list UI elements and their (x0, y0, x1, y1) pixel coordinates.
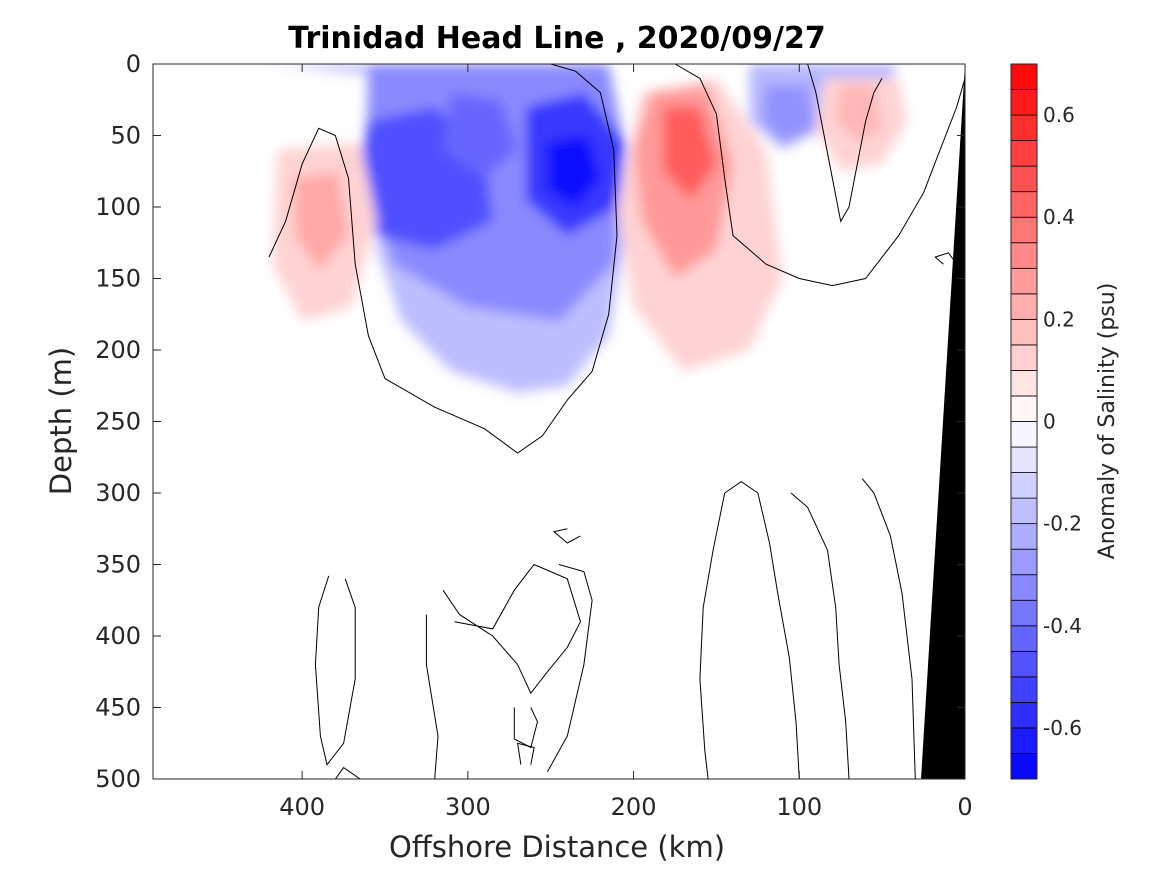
colorbar-level (1010, 599, 1038, 627)
x-tick-label: 0 (957, 793, 972, 821)
colorbar-level (1010, 472, 1038, 499)
x-axis-label: Offshore Distance (km) (389, 830, 725, 864)
colorbar-level (1010, 140, 1038, 167)
colorbar-level (1010, 497, 1038, 525)
zero-contours (268, 64, 965, 779)
colorbar-level (1010, 701, 1038, 729)
zero-contour-line (516, 742, 535, 765)
colorbar-label: Anomaly of Salinity (psu) (1095, 283, 1120, 560)
y-tick-label: 200 (95, 336, 141, 364)
colorbar-level (1010, 267, 1038, 295)
y-tick-label: 150 (95, 265, 141, 293)
zero-contour-line (633, 64, 965, 287)
y-axis: 0 50 100 150 200 250 300 350 400 450 500 (95, 50, 965, 793)
colorbar-level (1010, 344, 1038, 371)
zero-contour-line (442, 563, 582, 695)
zero-contour-line (552, 528, 581, 544)
colorbar-level (1010, 548, 1038, 576)
colorbar-tick-label: -0.4 (1043, 614, 1082, 638)
y-tick-label: 250 (95, 408, 141, 436)
colorbar-level (1010, 523, 1038, 550)
zero-contour-line (546, 564, 593, 773)
colorbar-level (1010, 318, 1038, 346)
y-tick-label: 500 (95, 765, 141, 793)
colorbar-level (1010, 676, 1038, 703)
colorbar-level (1010, 753, 1038, 780)
colorbar-level (1010, 650, 1038, 678)
x-axis: 400 300 200 100 0 (279, 64, 973, 821)
zero-contour-line (699, 480, 800, 779)
colorbar-level (1010, 293, 1038, 320)
anomaly-patch-salty-east-core (663, 106, 717, 200)
colorbar-level (1010, 165, 1038, 193)
y-tick-label: 100 (95, 193, 141, 221)
anomaly-patch-fresh-core-east (547, 135, 601, 207)
y-tick-label: 350 (95, 551, 141, 579)
anomaly-patch-fresh-core-north (443, 92, 518, 179)
zero-contour-line (314, 575, 356, 766)
colorbar-level (1010, 89, 1038, 116)
colorbar: -0.6 -0.4 -0.2 0 0.2 0.4 0.6 (1010, 63, 1082, 780)
colorbar-level (1010, 63, 1038, 90)
colorbar-level (1010, 242, 1038, 269)
chart-title: Trinidad Head Line , 2020/09/27 (288, 21, 825, 56)
colorbar-level (1010, 191, 1038, 218)
zero-contour-line (861, 478, 916, 779)
x-tick-label: 100 (776, 793, 822, 821)
y-tick-label: 50 (110, 122, 141, 150)
zero-contour-line (334, 766, 361, 779)
y-axis-label: Depth (m) (44, 347, 78, 495)
colorbar-tick-label: 0.6 (1043, 103, 1075, 127)
colorbar-level (1010, 574, 1038, 601)
x-tick-label: 300 (445, 793, 491, 821)
y-tick-label: 300 (95, 479, 141, 507)
anomaly-patch-salty-north-core (835, 85, 883, 143)
zero-contour-line (268, 64, 618, 454)
colorbar-level (1010, 370, 1038, 397)
bathymetry-fill (921, 64, 965, 779)
colorbar-frame (1010, 63, 1038, 780)
colorbar-level (1010, 625, 1038, 652)
colorbar-tick-label: -0.6 (1043, 716, 1082, 740)
colorbar-level (1010, 421, 1038, 448)
y-tick-label: 400 (95, 622, 141, 650)
anomaly-patch-salty-west-core (293, 171, 349, 272)
x-tick-label: 200 (611, 793, 657, 821)
colorbar-level (1010, 395, 1038, 422)
colorbar-tick-label: 0.4 (1043, 205, 1075, 229)
zero-contour-line (934, 252, 958, 265)
colorbar-tick-label: 0.2 (1043, 307, 1075, 331)
y-tick-label: 450 (95, 694, 141, 722)
x-tick-label: 400 (279, 793, 325, 821)
colorbar-level (1010, 216, 1038, 244)
zero-contour-line (425, 614, 439, 779)
anomaly-patch-fresh-coastal-core (762, 85, 816, 143)
colorbar-level (1010, 114, 1038, 142)
y-tick-label: 0 (126, 50, 141, 78)
anomaly-field (269, 64, 907, 393)
colorbar-level (1010, 446, 1038, 473)
zero-contour-line (782, 64, 883, 223)
colorbar-level (1010, 727, 1038, 754)
zero-contour-line (790, 492, 850, 779)
zero-contour-line (513, 707, 539, 749)
colorbar-tick-label: -0.2 (1043, 512, 1082, 536)
colorbar-tick-label: 0 (1043, 410, 1056, 434)
